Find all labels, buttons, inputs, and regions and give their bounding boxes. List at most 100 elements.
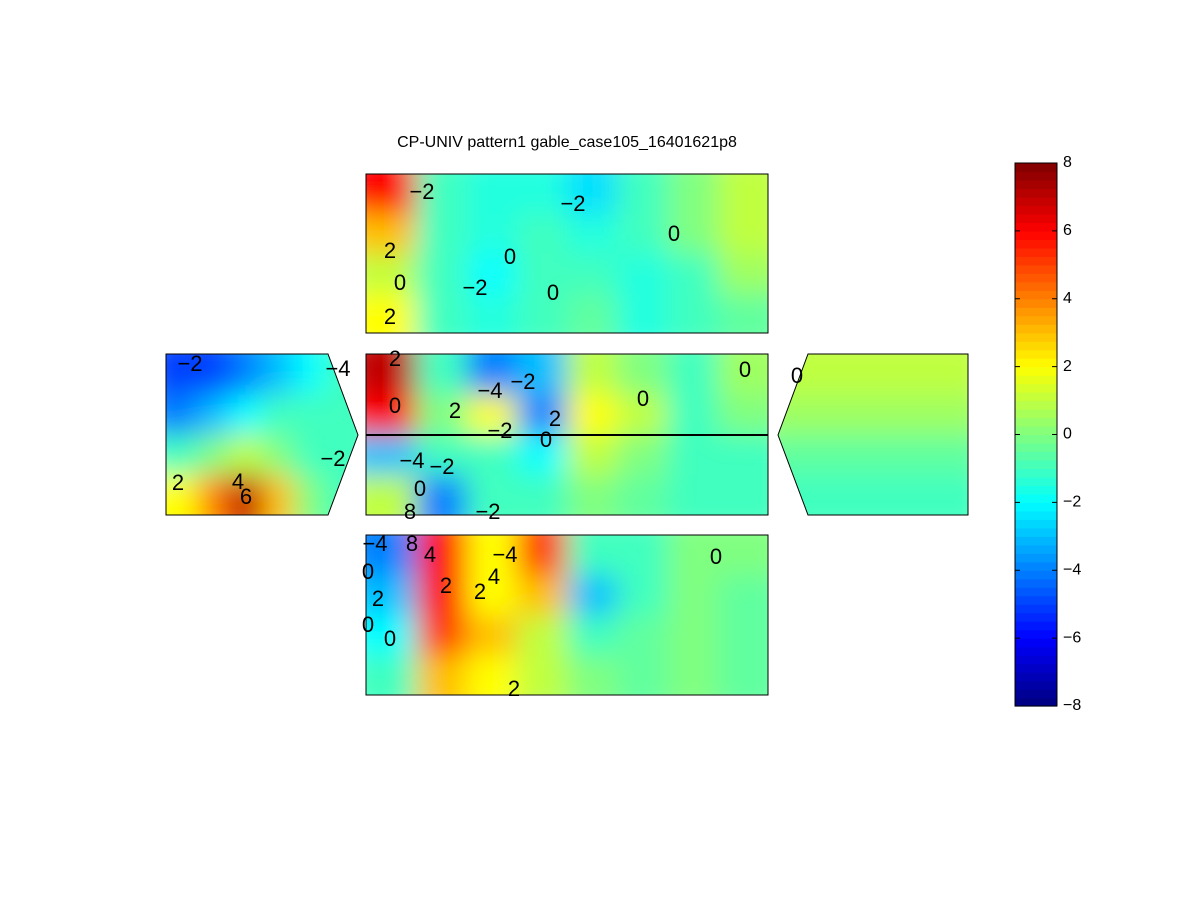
field-cell — [904, 434, 938, 476]
colorbar-tick-label: 0 — [1063, 426, 1072, 443]
colorbar-swatch — [1015, 392, 1057, 402]
contour-label: 0 — [791, 363, 803, 388]
colorbar-swatch — [1015, 417, 1057, 427]
field-cell — [516, 434, 568, 476]
colorbar-swatch — [1015, 213, 1057, 223]
colorbar-swatch — [1015, 426, 1057, 436]
field-cell — [841, 354, 874, 396]
field-cell — [516, 615, 568, 656]
colorbar-tick-label: −2 — [1063, 494, 1081, 511]
colorbar-swatch — [1015, 587, 1057, 597]
contour-label: 2 — [172, 470, 184, 495]
colorbar-swatch — [1015, 442, 1057, 453]
contour-label: 0 — [414, 476, 426, 501]
field-cell — [366, 615, 418, 656]
field-cell — [567, 474, 619, 515]
field-cell — [841, 434, 874, 476]
colorbar-swatch — [1015, 553, 1057, 563]
contour-label: 2 — [384, 238, 396, 263]
colorbar-swatch — [1015, 171, 1057, 181]
field-cell — [936, 434, 968, 476]
colorbar-tick-label: 2 — [1063, 358, 1072, 375]
field-cell — [198, 354, 231, 396]
field-cell — [873, 354, 906, 396]
contour-label: −4 — [362, 531, 387, 556]
colorbar-swatch — [1015, 459, 1057, 470]
field-cell — [416, 213, 468, 255]
field-cell — [198, 394, 231, 436]
field-cell — [809, 394, 843, 436]
field-cell — [936, 474, 968, 515]
colorbar-tick-label: 6 — [1063, 222, 1072, 239]
colorbar-swatch — [1015, 341, 1057, 351]
panel-outline — [365, 173, 769, 334]
field-cell — [166, 434, 199, 476]
contour-label: 0 — [389, 393, 401, 418]
field-cell — [717, 434, 768, 476]
field-cell — [841, 474, 874, 515]
colorbar-swatch — [1015, 672, 1057, 682]
field-cell — [667, 253, 719, 295]
field-cell — [466, 394, 518, 436]
field-cell — [294, 394, 327, 436]
contour-label: −2 — [475, 499, 500, 524]
field-cell — [617, 174, 669, 215]
contour-label: 0 — [504, 244, 516, 269]
field-cell — [230, 354, 263, 396]
colorbar-swatch — [1015, 663, 1057, 673]
field-cell — [904, 394, 938, 436]
field-cell — [667, 174, 719, 215]
field-cell — [466, 575, 518, 616]
field-cell — [809, 354, 843, 396]
field-cell — [366, 213, 418, 255]
field-cell — [717, 474, 768, 515]
field-cell — [366, 354, 418, 396]
contour-label: 2 — [372, 586, 384, 611]
field-cell — [516, 293, 568, 333]
contour-label: 2 — [508, 676, 520, 701]
colorbar-swatch — [1015, 324, 1057, 334]
field-cell — [873, 394, 906, 436]
field-cell — [667, 474, 719, 515]
field-cell — [516, 213, 568, 255]
colorbar-swatch — [1015, 256, 1057, 266]
field-cell — [567, 213, 619, 255]
colorbar-swatch — [1015, 621, 1057, 631]
field-cell — [667, 293, 719, 333]
field-cell — [466, 213, 518, 255]
chart-title: CP-UNIV pattern1 gable_case105_16401621p… — [397, 134, 737, 151]
field-cell — [873, 434, 906, 476]
field-cell — [567, 434, 619, 476]
field-cell — [873, 474, 906, 515]
field-cell — [617, 213, 669, 255]
field-cell — [230, 474, 263, 515]
colorbar-swatch — [1015, 222, 1057, 232]
colorbar-swatch — [1015, 527, 1057, 537]
field-cell — [717, 253, 768, 295]
colorbar-swatch — [1015, 383, 1057, 393]
contour-label: 4 — [488, 564, 500, 589]
field-cell — [416, 434, 468, 476]
field-cell — [516, 535, 568, 576]
field-cell — [567, 293, 619, 333]
field-cell — [717, 293, 768, 333]
field-cell — [516, 253, 568, 295]
colorbar: −8 −6 −4 −2 0 2 4 6 8 — [1014, 154, 1081, 714]
field-cell — [667, 354, 719, 396]
colorbar-swatch — [1015, 476, 1057, 487]
contour-label: 0 — [547, 280, 559, 305]
field-cell — [617, 293, 669, 333]
contour-label: 0 — [540, 427, 552, 452]
colorbar-swatch — [1015, 196, 1057, 207]
colorbar-swatch — [1015, 544, 1057, 554]
colorbar-swatch — [1015, 561, 1057, 571]
contour-label: 0 — [637, 386, 649, 411]
colorbar-swatch — [1015, 655, 1057, 665]
field-cell — [567, 174, 619, 215]
field-cell — [617, 394, 669, 436]
field-cell — [416, 354, 468, 396]
colorbar-tick-label: 8 — [1063, 154, 1072, 171]
colorbar-swatch — [1015, 502, 1057, 512]
contour-label: −2 — [462, 275, 487, 300]
